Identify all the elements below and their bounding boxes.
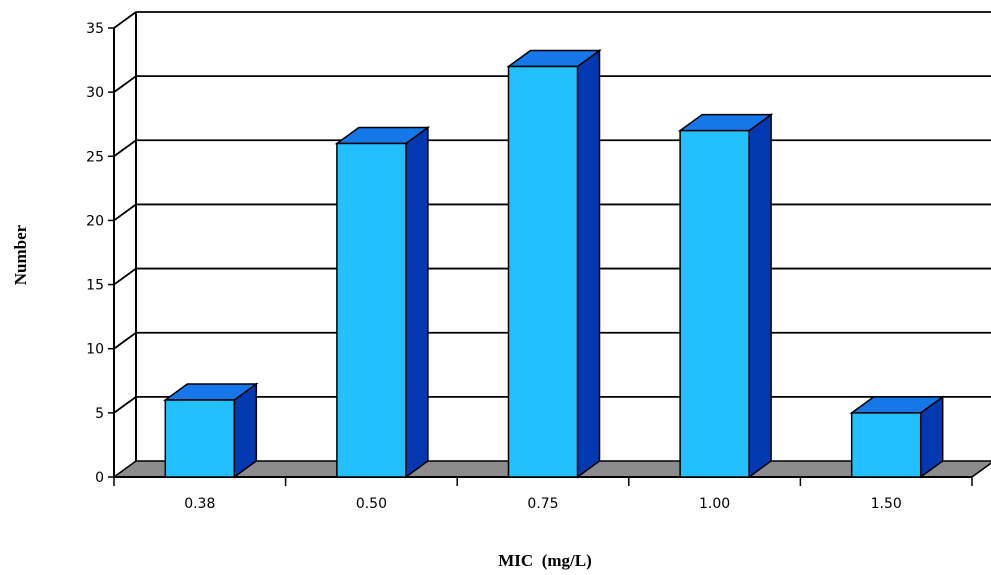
bar-front	[507, 65, 579, 478]
bar-front	[336, 142, 407, 478]
x-tick-label: 0.38	[184, 496, 215, 512]
y-tick-label: 0	[95, 470, 104, 486]
x-tick-label: 0.50	[356, 496, 387, 512]
bar-front	[164, 399, 236, 478]
bar	[677, 113, 774, 479]
bar-front	[850, 412, 922, 478]
y-tick-label: 5	[95, 406, 104, 422]
bar-side	[576, 49, 601, 479]
x-tick-label: 0.75	[527, 496, 558, 512]
bar	[334, 125, 431, 479]
gridline	[113, 11, 991, 29]
bar-side	[405, 125, 429, 479]
bar	[162, 382, 259, 479]
y-tick-labels: 0 5 10 15 20 25 30 35	[86, 21, 104, 486]
y-tick-label: 15	[86, 278, 104, 294]
y-axis-title: Number	[11, 224, 30, 285]
x-tick-label: 1.00	[699, 496, 730, 512]
y-tick-label: 10	[86, 342, 104, 358]
y-tick-label: 25	[86, 149, 104, 165]
y-tick-label: 30	[86, 85, 104, 101]
bars	[162, 49, 946, 479]
x-axis-title: MIC (mg/L)	[498, 551, 591, 570]
bar	[506, 49, 602, 479]
x-tick-label: 1.50	[871, 496, 902, 512]
bar-front	[679, 129, 750, 478]
bar-side	[748, 113, 772, 479]
x-tick-labels: 0.38 0.50 0.75 1.00 1.50	[184, 496, 902, 512]
y-tick-label: 20	[86, 213, 104, 229]
bar	[849, 395, 946, 479]
y-tick-label: 35	[86, 21, 104, 37]
